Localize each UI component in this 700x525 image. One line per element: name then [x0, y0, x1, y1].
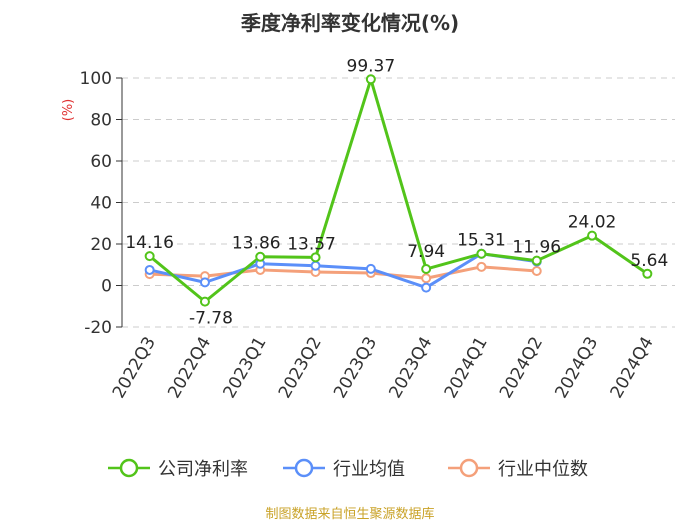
- series-0-point-4: [365, 74, 376, 85]
- x-tick-label-0: 2022Q3: [109, 334, 160, 402]
- data-label-2: 13.86: [232, 234, 281, 254]
- data-label-4: 99.37: [347, 56, 396, 76]
- data-label-7: 11.96: [512, 238, 561, 258]
- series-0-point-1: [199, 296, 210, 307]
- chart-title: 季度净利率变化情况(%): [240, 11, 459, 35]
- series-0-point-2: [255, 251, 266, 262]
- series-2-point-6: [476, 261, 487, 272]
- series-1-point-5: [421, 282, 432, 293]
- series-2-point-5: [421, 273, 432, 284]
- x-tick-label-8: 2024Q3: [551, 334, 602, 402]
- x-tick-label-5: 2023Q4: [385, 334, 436, 402]
- series-0-point-0: [144, 251, 155, 262]
- y-tick-labels: -20 0 20 40 60 80 100: [80, 69, 112, 338]
- y-tick-label-1: 0: [101, 277, 112, 297]
- legend-label-0: 公司净利率: [158, 459, 248, 480]
- data-label-8: 24.02: [568, 213, 617, 233]
- series-1-point-0: [144, 264, 155, 275]
- data-label-0: 14.16: [125, 233, 174, 253]
- legend-marker-0: [119, 458, 139, 478]
- legend-marker-2: [459, 458, 479, 478]
- y-tick-label-3: 40: [90, 194, 112, 214]
- series-0-point-6: [476, 248, 487, 259]
- series-1-point-1: [199, 277, 210, 288]
- legend-marker-1: [294, 458, 314, 478]
- series-0-point-8: [587, 230, 598, 241]
- legend-label-2: 行业中位数: [498, 459, 588, 480]
- data-label-1: -7.78: [189, 309, 233, 329]
- x-tick-label-1: 2022Q4: [164, 334, 215, 402]
- x-tick-label-3: 2023Q2: [275, 334, 326, 402]
- x-tick-label-7: 2024Q2: [496, 334, 547, 402]
- data-label-9: 5.64: [630, 251, 668, 271]
- x-tick-label-2: 2023Q1: [220, 334, 271, 402]
- x-tick-labels: 2022Q3 2022Q4 2023Q1 2023Q2 2023Q3 2023Q4 2024…: [109, 334, 658, 402]
- series-line-2: [149, 265, 537, 280]
- y-tick-label-0: -20: [84, 318, 112, 338]
- grid-lines: [122, 77, 675, 328]
- x-tick-label-9: 2024Q4: [607, 334, 658, 402]
- series-2-point-7: [531, 265, 542, 276]
- series-0-point-5: [421, 264, 432, 275]
- x-tick-label-4: 2023Q3: [330, 334, 381, 402]
- series-0-point-7: [531, 255, 542, 266]
- y-tick-label-2: 20: [90, 235, 112, 255]
- x-tick-label-6: 2024Q1: [441, 334, 492, 402]
- series-line-0: [148, 77, 649, 304]
- series-lines: [148, 77, 649, 304]
- series-line-1: [149, 252, 537, 290]
- data-label-5: 7.94: [407, 242, 445, 262]
- legend-label-1: 行业均值: [333, 459, 405, 480]
- data-label-6: 15.31: [457, 231, 506, 251]
- data-labels: 14.16 -7.78 13.86 13.57 99.37 7.94 15.31 11.96 2…: [125, 56, 668, 328]
- series-points: [144, 74, 653, 307]
- series-0-point-9: [642, 268, 653, 279]
- data-label-3: 13.57: [287, 234, 336, 254]
- y-axis-label: (%): [61, 99, 76, 122]
- y-tick-label-5: 80: [90, 111, 112, 131]
- series-1-point-4: [365, 263, 376, 274]
- y-tick-label-4: 60: [90, 152, 112, 172]
- series-1-point-3: [310, 260, 321, 271]
- legend: 公司净利率 行业均值 行业中位数: [108, 458, 588, 480]
- series-0-point-3: [310, 252, 321, 263]
- y-tick-label-6: 100: [80, 69, 112, 89]
- axes: [116, 77, 123, 328]
- source-note: 制图数据来自恒生聚源数据库: [265, 506, 434, 522]
